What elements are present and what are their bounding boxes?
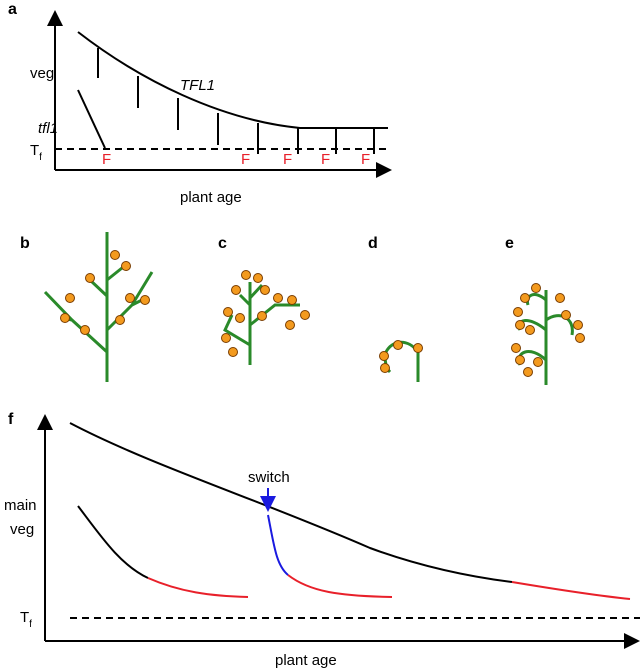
flowers: F F F F F (102, 151, 370, 168)
flower-mark: F (321, 151, 330, 168)
panel-a: a veg TFL1 tfl1 Tf F F F F F plant age (8, 1, 392, 206)
panel-label: c (218, 235, 227, 252)
threshold-label: Tf (30, 142, 42, 163)
threshold-label: Tf (20, 609, 32, 630)
main-curve (69, 422, 513, 583)
t: T (30, 142, 39, 159)
sub: f (39, 152, 42, 163)
plant-d (379, 340, 423, 382)
plants: b c d e (20, 232, 585, 385)
flower-mark: F (102, 151, 111, 168)
flower-mark: F (361, 151, 370, 168)
panel-label: a (8, 1, 17, 18)
tfl1-wild-curve (77, 31, 388, 129)
panel-label: f (8, 411, 14, 428)
y-label: main (4, 497, 37, 514)
main-curve-flowering (511, 581, 631, 600)
t: T (20, 609, 29, 626)
plant-c (221, 270, 310, 365)
annotation: switch (248, 469, 290, 486)
panel-label: e (505, 235, 514, 252)
y-label: veg (10, 521, 34, 538)
x-label: plant age (180, 189, 242, 206)
panel-label: d (368, 235, 378, 252)
panel-label: b (20, 235, 30, 252)
curve-label: tfl1 (38, 120, 58, 137)
tfl1-mutant-curve (77, 89, 106, 149)
plant-e (511, 283, 585, 385)
decline-ticks (97, 48, 375, 154)
sub: f (29, 619, 32, 630)
panel-f: f switch main veg Tf plant age (4, 411, 640, 669)
y-label: veg (30, 65, 54, 82)
flower-mark: F (283, 151, 292, 168)
flower-mark: F (241, 151, 250, 168)
axillary-curve-flowering (147, 577, 249, 598)
switch-curve (267, 514, 289, 576)
plant-b (43, 232, 154, 382)
x-label: plant age (275, 652, 337, 669)
curve-label: TFL1 (180, 77, 215, 94)
axillary-curve (77, 505, 149, 579)
switch-curve-flowering (287, 574, 393, 598)
